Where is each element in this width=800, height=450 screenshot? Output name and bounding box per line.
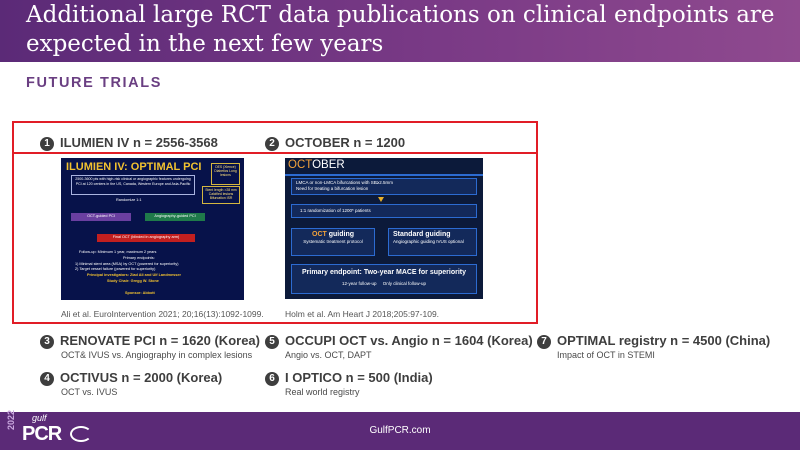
number-bullet: 1 — [40, 137, 54, 151]
october-title-prefix: OCT — [288, 159, 313, 171]
number-bullet: 3 — [40, 335, 54, 349]
trial-occupi: 5 OCCUPI OCT vs. Angio n = 1604 (Korea) — [265, 333, 533, 349]
trial-optimal-registry: 7 OPTIMAL registry n = 4500 (China) — [537, 333, 770, 349]
oct-guiding-prefix: OCT — [312, 231, 327, 238]
ilumien-enroll-box: 2500-3600 pts with high-risk clinical or… — [71, 175, 195, 195]
trial-title: I OPTICO n = 500 (India) — [285, 370, 433, 385]
trial-title: OCTOBER n = 1200 — [285, 135, 406, 150]
october-inclusion-box: LMCA or non-LMCA bifurcations with SB≥2.… — [291, 178, 477, 195]
ilumien-endpoint: 1) Minimal stent area (MSA) by OCT (powe… — [75, 262, 179, 266]
flow-arrow — [378, 197, 384, 202]
number-bullet: 5 — [265, 335, 279, 349]
october-title-band — [285, 174, 483, 176]
number-bullet: 7 — [537, 335, 551, 349]
footer-url[interactable]: GulfPCR.com — [369, 425, 431, 436]
number-bullet: 6 — [265, 372, 279, 386]
ilumien-followup: Follow-up: Minimum 1 year, maximum 2 yea… — [79, 250, 157, 254]
ilumien-arm-angio: Angiography-guided PCI — [145, 213, 205, 221]
trial-title: OCCUPI OCT vs. Angio n = 1604 (Korea) — [285, 333, 533, 348]
ilumien-slide-title: ILUMIEN IV: OPTIMAL PCI — [66, 161, 202, 173]
footer-brand-logo: PCR — [22, 423, 62, 445]
ilumien-chair: Study Chair: Gregg W. Stone — [107, 279, 159, 283]
footer-brand-small: gulf — [32, 413, 47, 423]
trial-desc: Angio vs. OCT, DAPT — [285, 350, 372, 360]
trial-desc: OCT& IVUS vs. Angiography in complex les… — [61, 350, 253, 360]
trial-title: OCTIVUS n = 2000 (Korea) — [60, 370, 223, 385]
highlight-divider — [12, 152, 538, 154]
trial-title: RENOVATE PCI n = 1620 (Korea) — [60, 333, 260, 348]
oct-guiding-suffix: guiding — [326, 231, 354, 238]
october-inclusion: LMCA or non-LMCA bifurcations with SB≥2.… — [296, 180, 394, 185]
ilumien-side-box: DES (Xience) Diabetics Long lesions — [211, 163, 240, 185]
ilumien-primary: Primary endpoints: — [123, 256, 155, 260]
citation-ilumien: Ali et al. EuroIntervention 2021; 20;16(… — [61, 309, 264, 319]
trial-october: 2 OCTOBER n = 1200 — [265, 135, 405, 151]
number-bullet: 4 — [40, 372, 54, 386]
october-endpoint-box: Primary endpoint: Two-year MACE for supe… — [291, 264, 477, 294]
footer: 2022 gulf PCR GulfPCR.com — [0, 410, 800, 450]
october-oct-guiding-sub: Systematic treatment protocol — [303, 239, 363, 244]
ilumien-arm-oct: OCT-guided PCI — [71, 213, 131, 221]
title-bar: Additional large RCT data publications o… — [0, 0, 800, 62]
trial-title: OPTIMAL registry n = 4500 (China) — [557, 333, 771, 348]
trial-desc: OCT vs. IVUS — [61, 387, 118, 397]
october-slide-title: OCTOBER — [288, 159, 345, 171]
page-title: Additional large RCT data publications o… — [26, 2, 775, 57]
ilumien-pi: Principal investigators: Ziad Ali and Ul… — [87, 273, 181, 277]
trial-renovate-pci: 3 RENOVATE PCI n = 1620 (Korea) — [40, 333, 260, 349]
citation-october: Holm et al. Am Heart J 2018;205:97-109. — [285, 309, 440, 319]
trial-octivus: 4 OCTIVUS n = 2000 (Korea) — [40, 370, 222, 386]
trial-desc: Impact of OCT in STEMI — [557, 350, 655, 360]
october-oct-guiding-box: OCT guiding Systematic treatment protoco… — [291, 228, 375, 256]
trial-ilumien-iv: 1 ILUMIEN IV n = 2556-3568 — [40, 135, 218, 151]
october-std-guiding-sub: Angiographic guiding IVUS optional — [393, 239, 464, 244]
trial-title: ILUMIEN IV n = 2556-3568 — [60, 135, 218, 150]
number-bullet: 2 — [265, 137, 279, 151]
ilumien-endpoint: 2) Target vessel failure (powered for su… — [75, 267, 156, 271]
october-oct-guiding: OCT guiding — [292, 230, 374, 239]
october-followup-row: 12-year follow-up Only clinical follow-u… — [292, 281, 476, 287]
october-randomization-box: 1:1 randomization of 1200* patients — [291, 204, 477, 218]
trial-desc: Real world registry — [285, 387, 360, 397]
logo-mark-icon — [70, 426, 92, 442]
october-followup: 12-year follow-up — [341, 281, 377, 286]
ilumien-sponsor: Sponsor: Abbott — [125, 291, 155, 295]
october-title-suffix: OBER — [312, 159, 345, 171]
section-label: FUTURE TRIALS — [26, 75, 162, 91]
october-std-guiding-box: Standard guiding Angiographic guiding IV… — [388, 228, 477, 256]
ilumien-final-oct: Final OCT (blinded in angiography arm) — [97, 234, 195, 242]
october-slide-image: OCTOBER LMCA or non-LMCA bifurcations wi… — [285, 158, 483, 299]
october-followup: Only clinical follow-up — [382, 281, 427, 286]
highlight-box — [12, 121, 538, 324]
october-primary-endpoint: Primary endpoint: Two-year MACE for supe… — [301, 269, 466, 276]
ilumien-slide-image: ILUMIEN IV: OPTIMAL PCI 2500-3600 pts wi… — [61, 158, 244, 300]
october-inclusion: Need for treating a bifurcation lesion — [296, 185, 369, 191]
october-std-guiding: Standard guiding — [393, 231, 451, 238]
ilumien-randomize: Randomize 1:1 — [116, 198, 142, 202]
trial-i-optico: 6 I OPTICO n = 500 (India) — [265, 370, 433, 386]
ilumien-side-box: Stent length >28 mm Calcified lesions Bi… — [202, 186, 240, 204]
